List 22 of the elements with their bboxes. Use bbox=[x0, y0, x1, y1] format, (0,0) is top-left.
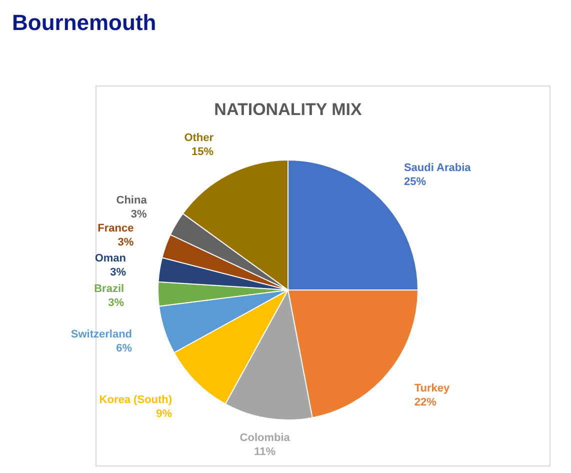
data-label: 3% bbox=[110, 266, 126, 278]
slice-label: China bbox=[116, 194, 148, 207]
data-label: 11% bbox=[254, 446, 276, 458]
slice-label: Colombia bbox=[240, 432, 291, 444]
slice-label: Brazil bbox=[94, 283, 124, 296]
data-label: 15% bbox=[192, 146, 214, 158]
slice-label: Saudi Arabia bbox=[404, 162, 472, 174]
chart-subtitle: NATIONALITY MIX bbox=[214, 100, 362, 119]
data-label: 3% bbox=[130, 208, 148, 221]
data-label: 3% bbox=[108, 297, 124, 310]
data-label: 9% bbox=[156, 408, 172, 420]
data-label: 3% bbox=[118, 236, 134, 248]
slice-label: Other bbox=[184, 132, 214, 144]
data-label: 6% bbox=[116, 342, 132, 355]
chart-title: Bournemouth bbox=[12, 10, 156, 35]
slice-label: Oman bbox=[94, 252, 126, 264]
slice-label: Korea (South) bbox=[99, 394, 172, 406]
slice-label: Turkey bbox=[414, 382, 450, 395]
data-label: 25% bbox=[404, 176, 426, 188]
slice-label: France bbox=[98, 222, 134, 234]
slice-label: Switzerland bbox=[70, 328, 132, 341]
data-label: 22% bbox=[414, 396, 437, 409]
